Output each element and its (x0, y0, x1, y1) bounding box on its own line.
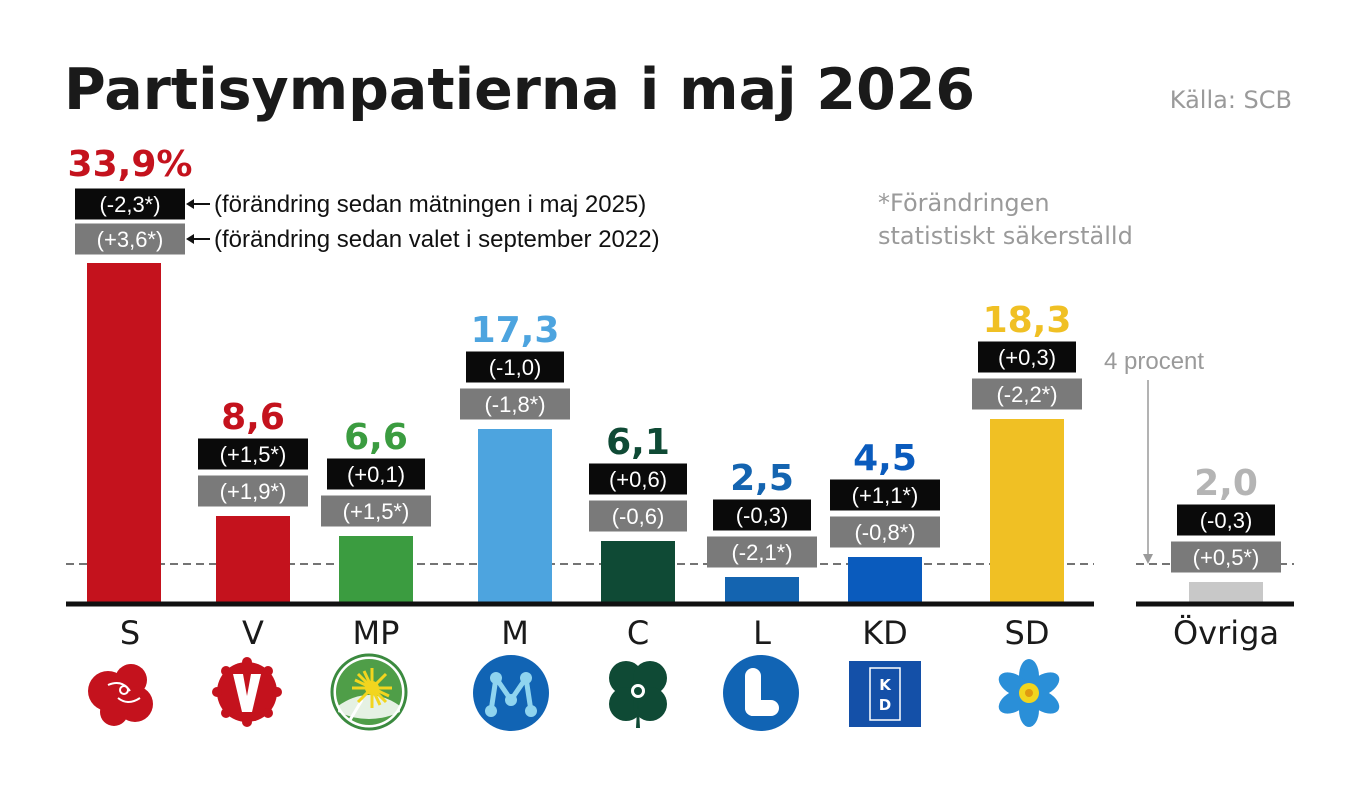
category-label-m: M (501, 614, 529, 652)
dandelion-logo (330, 653, 408, 731)
category-label-s: S (120, 614, 140, 652)
value-label-m: 17,3 (471, 310, 560, 351)
labels-group: (-2,3*) (+3,6*) 33,9% S (+1,5*) (+1,9*) 8,6 V (+… (68, 144, 1281, 652)
change-may-2025-label: (+1,1*) (852, 483, 919, 508)
change-may-2025-label: (+0,3) (998, 345, 1056, 370)
change-election-2022-label: (-0,8*) (854, 520, 915, 545)
legend-arrowhead-2 (186, 234, 194, 244)
value-label-sd: 18,3 (983, 300, 1072, 341)
rose-logo (88, 664, 153, 726)
category-label-kd: KD (862, 614, 908, 652)
party-logos: K D (88, 653, 1060, 731)
legend-note-2: (förändring sedan valet i september 2022… (214, 226, 660, 253)
change-may-2025-label: (+1,5*) (220, 442, 287, 467)
value-label-s: 33,9% (68, 144, 193, 185)
change-election-2022-label-bg (589, 500, 687, 532)
change-may-2025-label: (-1,0) (489, 355, 542, 380)
change-election-2022-label-bg (75, 223, 185, 255)
change-election-2022-label-bg (198, 475, 308, 507)
change-election-2022-label: (-1,8*) (484, 392, 545, 417)
bar-m (478, 429, 552, 602)
change-election-2022-label: (+0,5*) (1193, 545, 1260, 570)
bars-group (87, 263, 1263, 602)
carnation-v-logo (212, 657, 282, 727)
change-may-2025-label: (-2,3*) (99, 192, 160, 217)
change-may-2025-label-bg (830, 479, 940, 511)
change-may-2025-label-bg (327, 458, 425, 490)
change-may-2025-label-bg (1177, 504, 1275, 536)
change-may-2025-label-bg (713, 499, 811, 531)
change-may-2025-label-bg (589, 463, 687, 495)
threshold-pointer-head (1143, 554, 1153, 564)
value-label-kd: 4,5 (853, 438, 917, 479)
change-election-2022-label-bg (707, 536, 817, 568)
source-label: Källa: SCB (1170, 86, 1292, 114)
footnote-line-1: *Förändringen (878, 189, 1050, 217)
category-label-v: V (242, 614, 264, 652)
change-election-2022-label: (-0,6) (612, 504, 665, 529)
change-may-2025-label: (+0,1) (347, 462, 405, 487)
svg-text:K: K (879, 676, 892, 694)
bar-s (87, 263, 161, 602)
value-label-övriga: 2,0 (1194, 463, 1258, 504)
change-election-2022-label-bg (972, 378, 1082, 410)
change-election-2022-label-bg (830, 516, 940, 548)
clover-logo (609, 661, 667, 728)
change-election-2022-label: (-2,1*) (731, 540, 792, 565)
footnote-line-2: statistiskt säkerställd (878, 222, 1133, 250)
change-may-2025-label-bg (466, 351, 564, 383)
bar-mp (339, 536, 413, 602)
bar-c (601, 541, 675, 602)
l-logo (723, 655, 799, 731)
anemone-logo (998, 659, 1060, 727)
category-label-l: L (753, 614, 771, 652)
bar-kd (848, 557, 922, 602)
change-may-2025-label-bg (198, 438, 308, 470)
change-election-2022-label: (+1,5*) (343, 499, 410, 524)
change-election-2022-label: (+1,9*) (220, 479, 287, 504)
category-label-c: C (627, 614, 649, 652)
category-label-övriga: Övriga (1173, 614, 1279, 652)
change-election-2022-label-bg (460, 388, 570, 420)
value-label-v: 8,6 (221, 397, 285, 438)
category-label-mp: MP (353, 614, 400, 652)
threshold-label: 4 procent (1104, 348, 1204, 375)
value-label-c: 6,1 (606, 422, 670, 463)
legend-arrowhead-1 (186, 199, 194, 209)
bar-l (725, 577, 799, 602)
change-election-2022-label-bg (321, 495, 431, 527)
change-may-2025-label: (-0,3) (736, 503, 789, 528)
svg-text:D: D (879, 696, 891, 714)
change-election-2022-label: (-2,2*) (996, 382, 1057, 407)
m-logo (473, 655, 549, 731)
change-may-2025-label: (-0,3) (1200, 508, 1253, 533)
change-may-2025-label-bg (978, 341, 1076, 373)
change-may-2025-label: (+0,6) (609, 467, 667, 492)
bar-övriga (1189, 582, 1263, 602)
change-may-2025-label-bg (75, 188, 185, 220)
value-label-l: 2,5 (730, 458, 794, 499)
legend-notes: (förändring sedan mätningen i maj 2025) … (186, 191, 660, 253)
bar-v (216, 516, 290, 602)
value-label-mp: 6,6 (344, 417, 408, 458)
kd-logo: K D (849, 661, 921, 727)
legend-note-1: (förändring sedan mätningen i maj 2025) (214, 191, 646, 218)
change-election-2022-label-bg (1171, 541, 1281, 573)
bar-sd (990, 419, 1064, 602)
change-election-2022-label: (+3,6*) (97, 227, 164, 252)
category-label-sd: SD (1005, 614, 1050, 652)
chart-title: Partisympatierna i maj 2026 (64, 57, 975, 123)
